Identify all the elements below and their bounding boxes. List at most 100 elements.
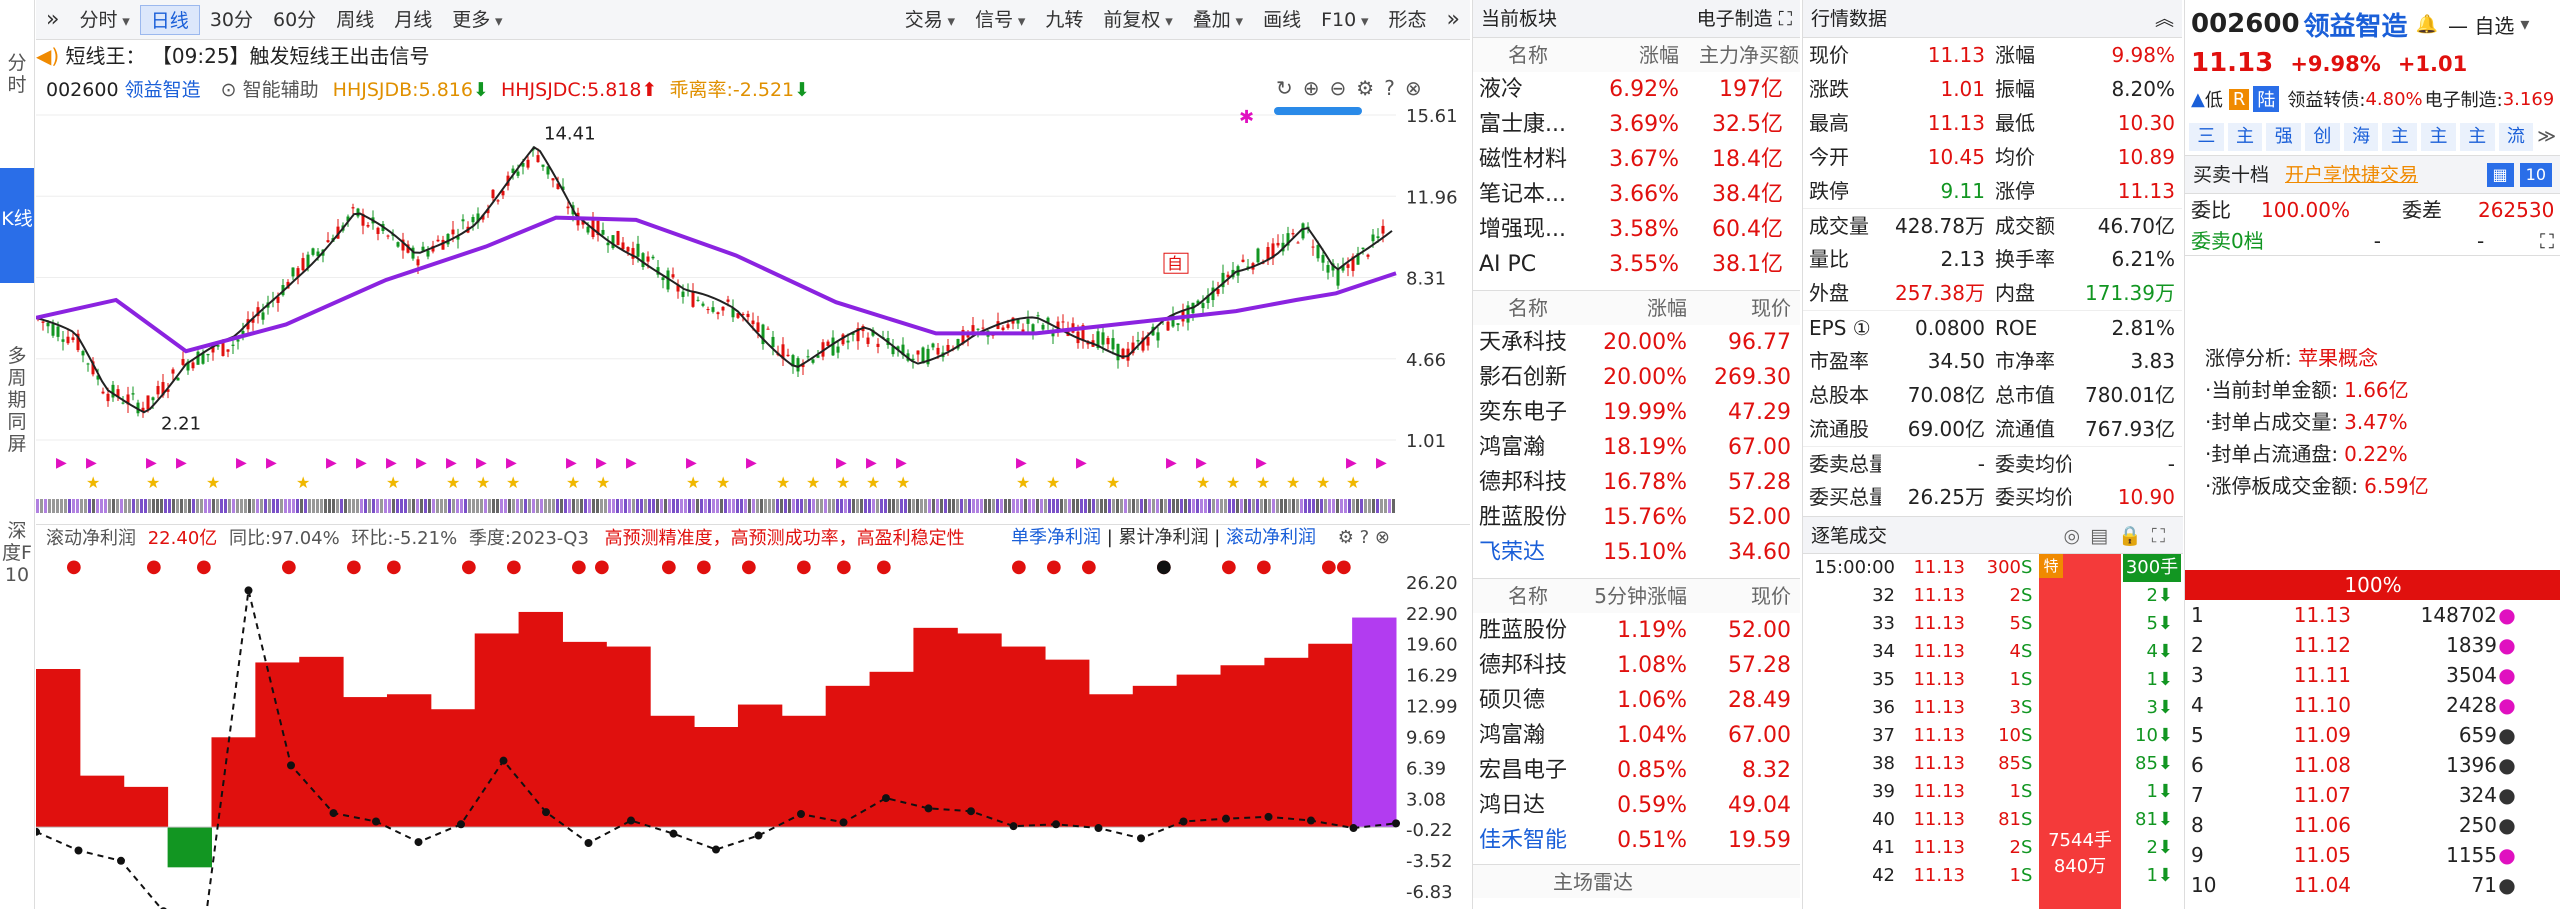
expand-icon[interactable]: » [46,6,60,32]
feature-chip[interactable]: 主 [2382,122,2418,151]
dropdown-icon[interactable]: ▾ [2520,13,2530,35]
toolbar-right-item[interactable]: 叠加 [1183,5,1253,35]
stock-row[interactable]: 影石创新 20.00% 269.30 [1473,360,1800,395]
col-header[interactable]: 名称 [1508,584,1548,608]
feature-chip[interactable]: 主 [2421,122,2456,151]
analysis-value[interactable]: 苹果概念 [2298,346,2379,370]
col-header[interactable]: 现价 [1751,584,1791,608]
bid-row[interactable]: 5 11.09 659 ● [2185,720,2560,750]
depth-badge[interactable]: 10 [2519,162,2552,187]
bid-row[interactable]: 1 11.13 148702 ● [2185,600,2560,630]
profit-chart[interactable]: 26.20 22.90 19.60 16.29 12.99 9.69 6.39 3.08 -0.… [36,552,1470,909]
more-icon[interactable]: ≫ [2537,126,2557,147]
redo-icon[interactable]: ↻ [1276,76,1303,100]
stock-name[interactable]: 领益智造 [2303,11,2408,42]
toolbar-item[interactable]: 更多 [442,5,512,35]
toolbar-item[interactable]: 60分 [273,8,317,31]
self-select-button[interactable]: — 自选 [2447,13,2515,38]
gear-icon[interactable]: ⚙ [1356,76,1385,100]
zoom-out-icon[interactable]: ⊖ [1329,76,1357,100]
col-header[interactable]: 名称 [1508,296,1548,320]
bid-row[interactable]: 8 11.06 250 ● [2185,810,2560,840]
feature-chip[interactable]: 流 [2498,122,2534,151]
stock-row[interactable]: 胜蓝股份 15.76% 52.00 [1473,500,1800,535]
profit-gear-icon[interactable]: ⚙ ? ⊗ [1337,527,1390,548]
sector-footer[interactable]: 主场雷达 [1473,864,1800,898]
bid-row[interactable]: 7 11.07 324 ● [2185,780,2560,810]
col-header[interactable]: 涨幅 [1639,43,1679,67]
feature-chip[interactable]: 强 [2266,122,2302,151]
feature-chip[interactable]: 三 [2189,122,2224,151]
tab-cumulative[interactable]: 累计净利润 [1118,527,1209,548]
tab-kline[interactable]: K线 [0,168,34,283]
feature-chip[interactable]: 主 [2227,122,2263,151]
stock-row[interactable]: 鸿富瀚 18.19% 67.00 [1473,430,1800,465]
bell-icon[interactable]: 🔔 [2415,13,2438,35]
profit-point [1179,817,1188,826]
toolbar-item[interactable]: 30分 [209,8,253,31]
expand-icon[interactable]: ⛶ [1778,8,1792,30]
feature-chip[interactable]: 主 [2459,122,2495,151]
expand-icon[interactable]: ⛶ [2540,229,2554,253]
stock-row[interactable]: 天承科技 20.00% 96.77 [1473,325,1800,360]
toolbar-right-item[interactable]: 形态 [1388,8,1427,31]
bid-row[interactable]: 6 11.08 1396 ● [2185,750,2560,780]
collapse-up-icon[interactable]: ︽ [2154,8,2174,30]
stock-row[interactable]: 飞荣达 15.10% 34.60 [1473,535,1800,570]
stock-row[interactable]: 硕贝德 1.06% 28.49 [1473,683,1800,718]
bid-row[interactable]: 9 11.05 1155 ● [2185,840,2560,870]
stock-row[interactable]: 鸿日达 0.59% 49.04 [1473,788,1800,823]
help-icon[interactable]: ? [1384,76,1405,100]
toolbar-right-item[interactable]: 画线 [1263,8,1302,31]
toolbar-right-item[interactable]: 信号 [965,5,1035,35]
toolbar-right-item[interactable]: 前复权 [1093,5,1182,35]
bid-row[interactable]: 10 11.04 71 ● [2185,870,2560,900]
badge-icon[interactable]: ▦ [2486,162,2514,187]
toolbar-item[interactable]: 日线 [139,4,200,35]
sector-row[interactable]: 笔记本... 3.66% 38.4亿 [1473,177,1800,212]
bid-row[interactable]: 4 11.10 2428 ● [2185,690,2560,720]
col-header[interactable]: 涨幅 [1647,296,1687,320]
stock-row[interactable]: 德邦科技 16.78% 57.28 [1473,465,1800,500]
toolbar-item[interactable]: 月线 [394,8,433,31]
tab-timeshare[interactable]: 分时 [7,52,27,96]
stock-row[interactable]: 胜蓝股份 1.19% 52.00 [1473,613,1800,648]
ticks-tools[interactable]: ◎▤🔒⛶ [2063,525,2175,547]
stock-row[interactable]: 奕东电子 19.99% 47.29 [1473,395,1800,430]
sector-row[interactable]: 磁性材料 3.67% 18.4亿 [1473,142,1800,177]
stock-row[interactable]: 德邦科技 1.08% 57.28 [1473,648,1800,683]
feature-chip[interactable]: 海 [2343,122,2379,151]
toolbar-item[interactable]: 分时 [69,5,139,35]
right-head: 300手 [2123,554,2181,582]
col-header[interactable]: 名称 [1508,43,1548,67]
col-header[interactable]: 现价 [1751,296,1791,320]
tab-single-quarter[interactable]: 单季净利润 [1011,527,1101,548]
toolbar-right-item[interactable]: 九转 [1045,8,1084,31]
sector-tag[interactable]: 电子制造 [1696,8,1773,30]
stock-name[interactable]: 领益智造 [124,79,201,101]
kline-chart[interactable]: 15.61 11.96 8.31 4.66 1.01 14.41 2.21 自 ✱ ▶ ▶ ★ ▶ ★ ▶ ★… [36,105,1470,525]
collapse-right-icon[interactable]: » [1446,6,1460,32]
sector-row[interactable]: AI PC 3.55% 38.1亿 [1473,247,1800,282]
assist-dropdown[interactable]: ⊙ 智能辅助 [220,79,319,101]
bid-row[interactable]: 2 11.12 1839 ● [2185,630,2560,660]
stock-row[interactable]: 鸿富瀚 1.04% 67.00 [1473,718,1800,753]
sector-row[interactable]: 增强现... 3.58% 60.4亿 [1473,212,1800,247]
col-header[interactable]: 5分钟涨幅 [1594,584,1687,608]
tab-multi-period[interactable]: 多周期同屏 [7,345,27,455]
close-icon[interactable]: ⊗ [1404,76,1432,100]
bid-row[interactable]: 3 11.11 3504 ● [2185,660,2560,690]
stock-row[interactable]: 佳禾智能 0.51% 19.59 [1473,823,1800,858]
tab-f10[interactable]: 深度F10 [2,520,32,586]
sector-row[interactable]: 液冷 6.92% 197亿 [1473,72,1800,107]
toolbar-right-item[interactable]: F10 [1311,5,1378,35]
stock-row[interactable]: 宏昌电子 0.85% 8.32 [1473,753,1800,788]
zoom-in-icon[interactable]: ⊕ [1302,76,1330,100]
feature-chip[interactable]: 创 [2305,122,2340,151]
sector-row[interactable]: 富士康... 3.69% 32.5亿 [1473,107,1800,142]
toolbar-item[interactable]: 周线 [336,8,375,31]
open-account-link[interactable]: 开户享快捷交易 [2285,163,2419,186]
col-header[interactable]: 主力净买额 [1699,43,1799,67]
tab-rolling[interactable]: 滚动净利润 [1226,527,1317,548]
toolbar-right-item[interactable]: 交易 [895,5,965,35]
